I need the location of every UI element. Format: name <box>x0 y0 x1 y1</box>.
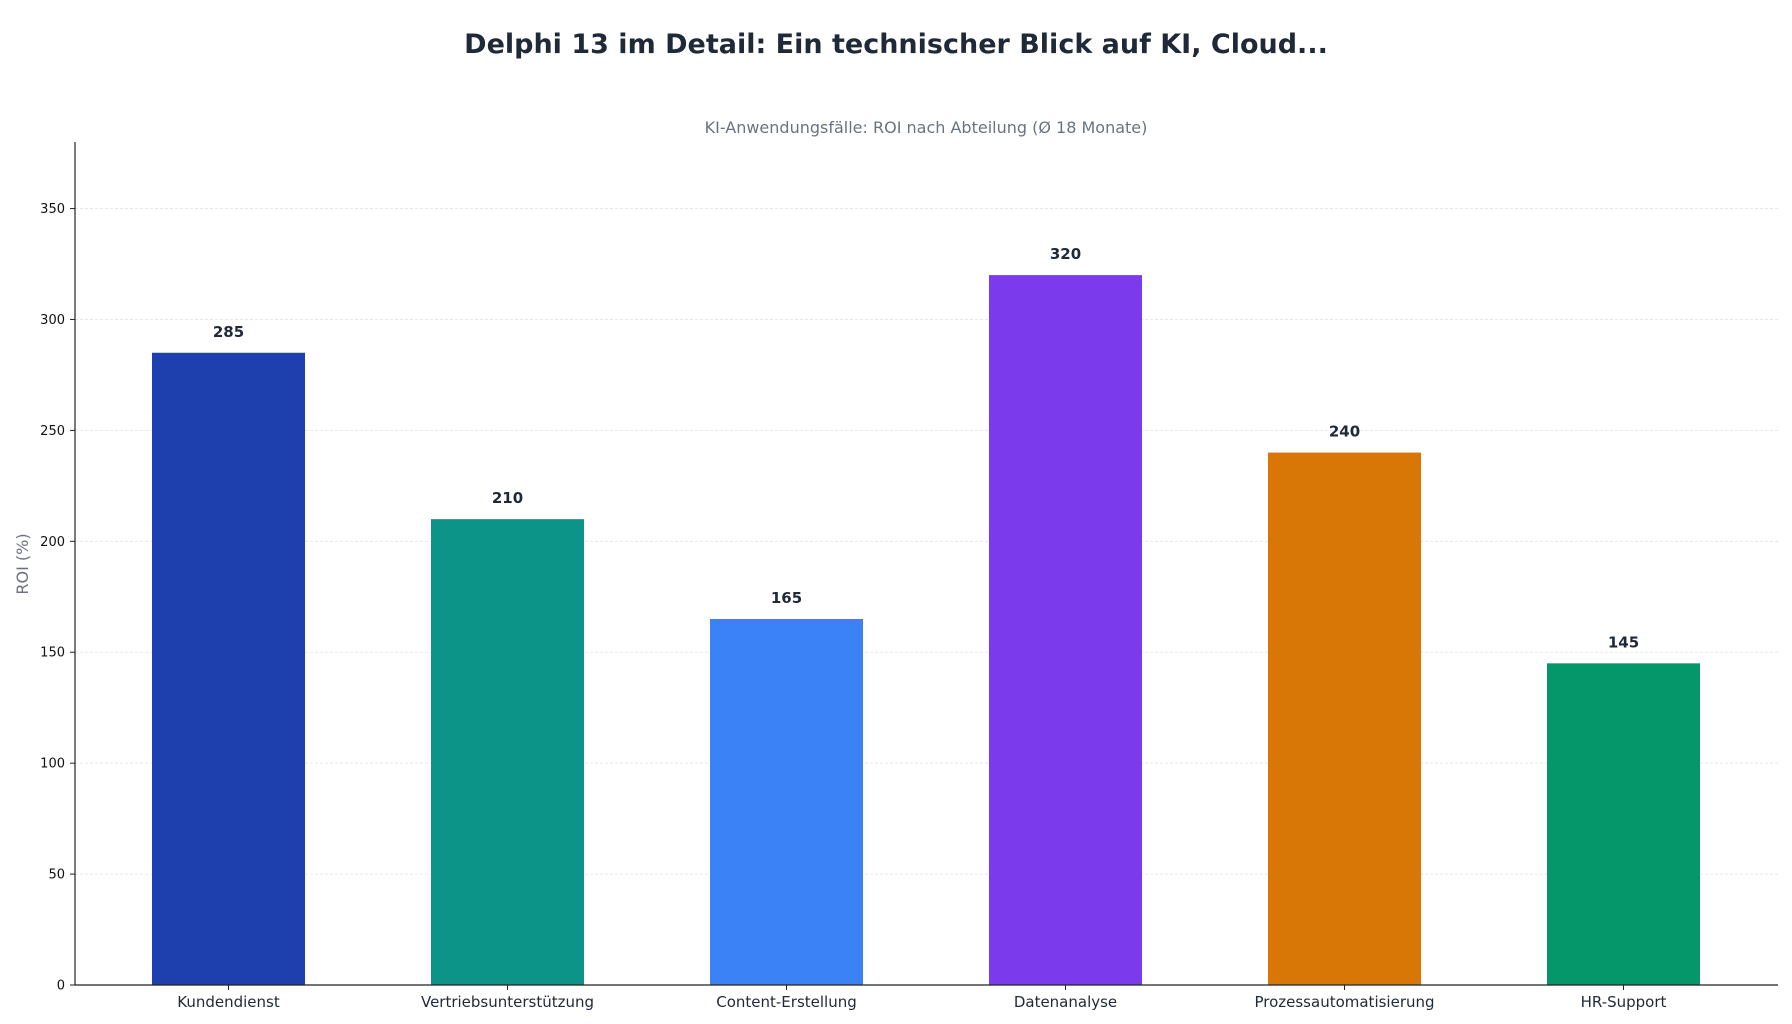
bar-content-erstellung <box>710 618 863 985</box>
y-axis-ticks: 0 50 100 150 200 250 300 350 <box>40 202 75 994</box>
bar-prozessautomatisierung <box>1268 452 1421 985</box>
chart-title: Delphi 13 im Detail: Ein technischer Bli… <box>464 29 1328 60</box>
bar-value-label: 145 <box>1608 633 1639 651</box>
bar-value-label: 285 <box>213 323 244 341</box>
y-tick-label: 250 <box>40 424 65 439</box>
y-tick-label: 200 <box>40 535 65 550</box>
bar-value-label: 240 <box>1329 423 1360 441</box>
chart-subtitle: KI-Anwendungsfälle: ROI nach Abteilung (… <box>705 118 1148 137</box>
x-tick-label: Datenanalyse <box>1014 993 1117 1011</box>
gridlines <box>75 208 1778 875</box>
x-tick-label: Content-Erstellung <box>716 993 857 1011</box>
bar-hr-support <box>1547 663 1700 985</box>
x-axis-ticks: Kundendienst Vertriebsunterstützung Conten… <box>177 985 1667 1011</box>
bars <box>152 275 1700 986</box>
x-tick-label: Prozessautomatisierung <box>1254 993 1434 1011</box>
bar-value-label: 210 <box>492 489 523 507</box>
y-tick-label: 300 <box>40 313 65 328</box>
y-tick-label: 50 <box>48 868 65 883</box>
x-tick-label: Kundendienst <box>177 993 280 1011</box>
bar-value-label: 320 <box>1050 245 1081 263</box>
y-tick-label: 150 <box>40 646 65 661</box>
bar-value-label: 165 <box>771 589 802 607</box>
y-tick-label: 100 <box>40 757 65 772</box>
y-axis-label: ROI (%) <box>13 533 32 594</box>
bar-vertriebsunterstützung <box>431 519 584 985</box>
bar-datenanalyse <box>989 275 1142 986</box>
x-tick-label: HR-Support <box>1581 993 1667 1011</box>
y-tick-label: 350 <box>40 202 65 217</box>
value-labels: 285 210 165 320 240 145 <box>213 245 1639 651</box>
y-tick-label: 0 <box>57 979 65 994</box>
bar-kundendienst <box>152 352 305 985</box>
x-tick-label: Vertriebsunterstützung <box>421 993 594 1011</box>
